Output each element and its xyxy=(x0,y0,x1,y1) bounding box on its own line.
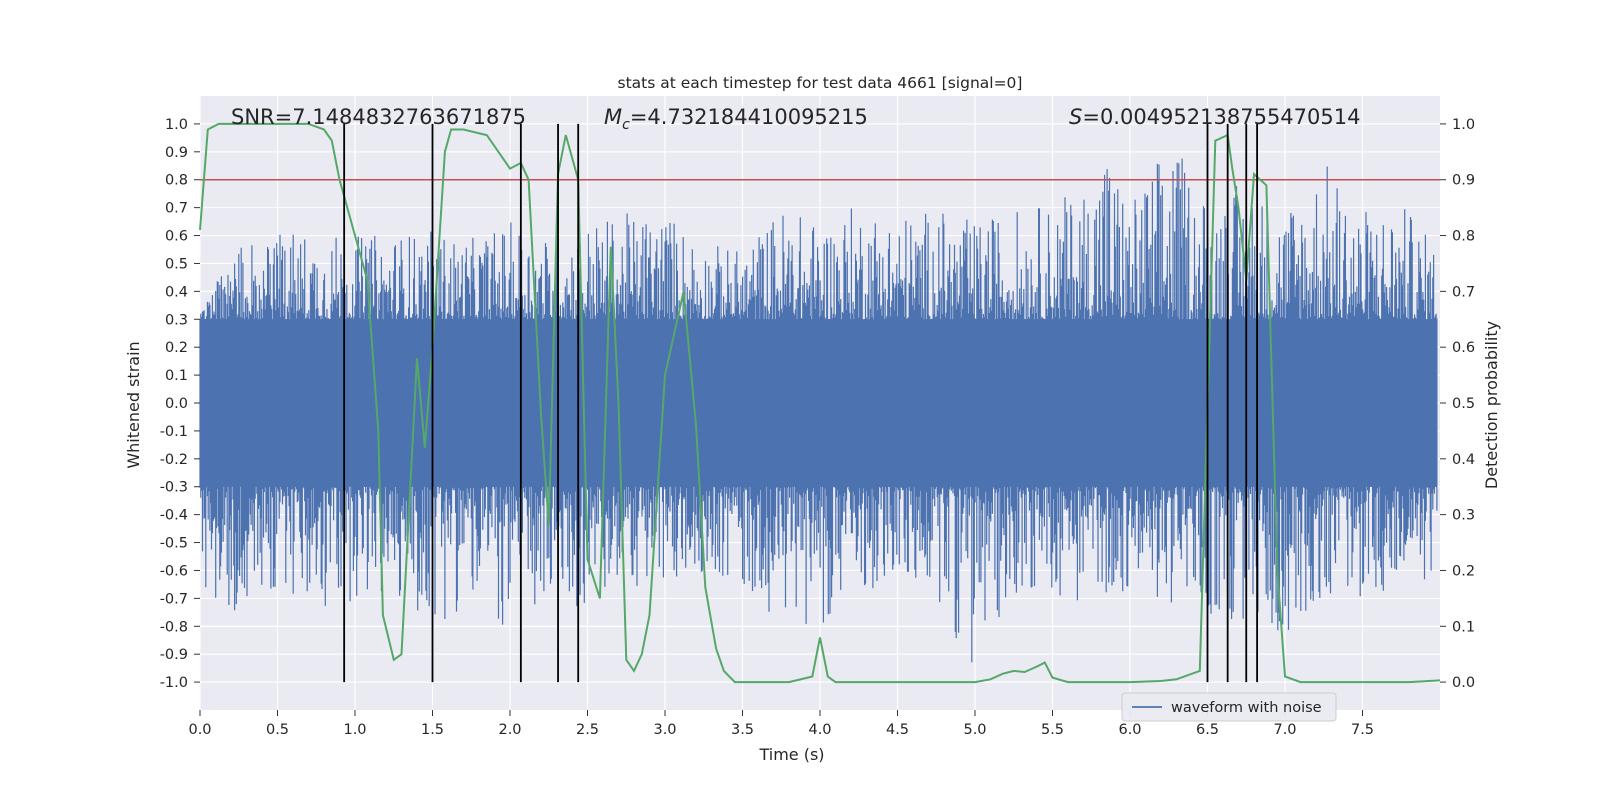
x-axis-label: Time (s) xyxy=(758,745,824,764)
legend-box xyxy=(1121,692,1337,722)
y2-tick-label: 0.8 xyxy=(1452,229,1475,245)
x-tick-label: 1.0 xyxy=(343,722,366,738)
y-tick-label: 0.1 xyxy=(165,368,188,384)
y-tick-label: 0.4 xyxy=(165,284,188,300)
y-tick-label: 0.7 xyxy=(165,201,188,217)
vline-layer xyxy=(343,123,1258,683)
y2-tick-label: 0.7 xyxy=(1452,284,1475,300)
y-tick-label: 0.0 xyxy=(165,396,188,412)
y-axis-label: Whitened strain xyxy=(124,341,143,468)
y-tick-label: -0.3 xyxy=(160,480,188,496)
y-tick-label: 0.9 xyxy=(165,145,188,161)
y2-tick-label: 1.0 xyxy=(1452,117,1475,133)
y-tick-label: -0.8 xyxy=(160,619,188,635)
x-tick-label: 0.5 xyxy=(266,722,289,738)
waveform-layer xyxy=(199,158,1438,663)
x-tick-label: 4.5 xyxy=(886,722,909,738)
x-tick-label: 4.0 xyxy=(808,722,831,738)
waveform-dense-band xyxy=(200,319,1437,487)
y2-tick-label: 0.6 xyxy=(1452,340,1475,356)
x-tick-label: 6.5 xyxy=(1196,722,1219,738)
x-tick-label: 6.0 xyxy=(1118,722,1141,738)
x-tick-label: 5.0 xyxy=(963,722,986,738)
chart-title: stats at each timestep for test data 466… xyxy=(618,74,1023,92)
y-tick-label: -0.7 xyxy=(160,591,188,607)
y-tick-label: 0.3 xyxy=(165,312,188,328)
x-tick-label: 3.0 xyxy=(653,722,676,738)
x-tick-label: 7.5 xyxy=(1351,722,1374,738)
s-symbol: S xyxy=(1069,105,1082,129)
y2-tick-label: 0.2 xyxy=(1452,563,1475,579)
x-tick-label: 1.5 xyxy=(421,722,444,738)
chirp-mass-symbol: M xyxy=(604,105,622,129)
snr-annotation: SNR=7.1484832763671875 xyxy=(231,105,526,129)
y-tick-label: 1.0 xyxy=(165,117,188,133)
chirp-mass-subscript: c xyxy=(622,117,630,133)
y-tick-label: 0.2 xyxy=(165,340,188,356)
y-tick-label: 0.6 xyxy=(165,229,188,245)
y2-tick-label: 0.1 xyxy=(1452,619,1475,635)
y-tick-label: -1.0 xyxy=(160,675,188,691)
x-tick-label: 7.0 xyxy=(1273,722,1296,738)
x-tick-label: 0.0 xyxy=(188,722,211,738)
y-tick-label: -0.1 xyxy=(160,424,188,440)
x-tick-label: 5.5 xyxy=(1041,722,1064,738)
s-annotation: S=0.004952138755470514 xyxy=(1069,105,1360,129)
y2-axis-label: Detection probability xyxy=(1482,321,1501,489)
x-tick-label: 3.5 xyxy=(731,722,754,738)
legend-label-waveform: waveform with noise xyxy=(1171,700,1322,716)
chirp-mass-annotation: Mc=4.732184410095215 xyxy=(604,105,868,133)
x-tick-label: 2.5 xyxy=(576,722,599,738)
y2-tick-label: 0.5 xyxy=(1452,396,1475,412)
s-value: =0.004952138755470514 xyxy=(1082,105,1360,129)
y-tick-label: -0.2 xyxy=(160,452,188,468)
y2-tick-label: 0.9 xyxy=(1452,173,1475,189)
y2-tick-label: 0.0 xyxy=(1452,675,1475,691)
y-tick-label: -0.9 xyxy=(160,647,188,663)
y2-tick-label: 0.3 xyxy=(1452,508,1475,524)
y-tick-label: -0.4 xyxy=(160,508,188,524)
y-tick-label: -0.6 xyxy=(160,563,188,579)
y-tick-label: -0.5 xyxy=(160,536,188,552)
axis-layer: 0.0 0.5 1.0 1.5 2.0 2.5 3.0 3.5 4.0 4.5 5.0 5.5 6.0 6… xyxy=(160,117,1475,738)
y-tick-label: 0.5 xyxy=(165,256,188,272)
x-tick-label: 2.0 xyxy=(498,722,521,738)
chirp-mass-value: =4.732184410095215 xyxy=(630,105,868,129)
legend: waveform with noise xyxy=(1121,692,1337,722)
y2-tick-label: 0.4 xyxy=(1452,452,1475,468)
y-tick-label: 0.8 xyxy=(165,173,188,189)
